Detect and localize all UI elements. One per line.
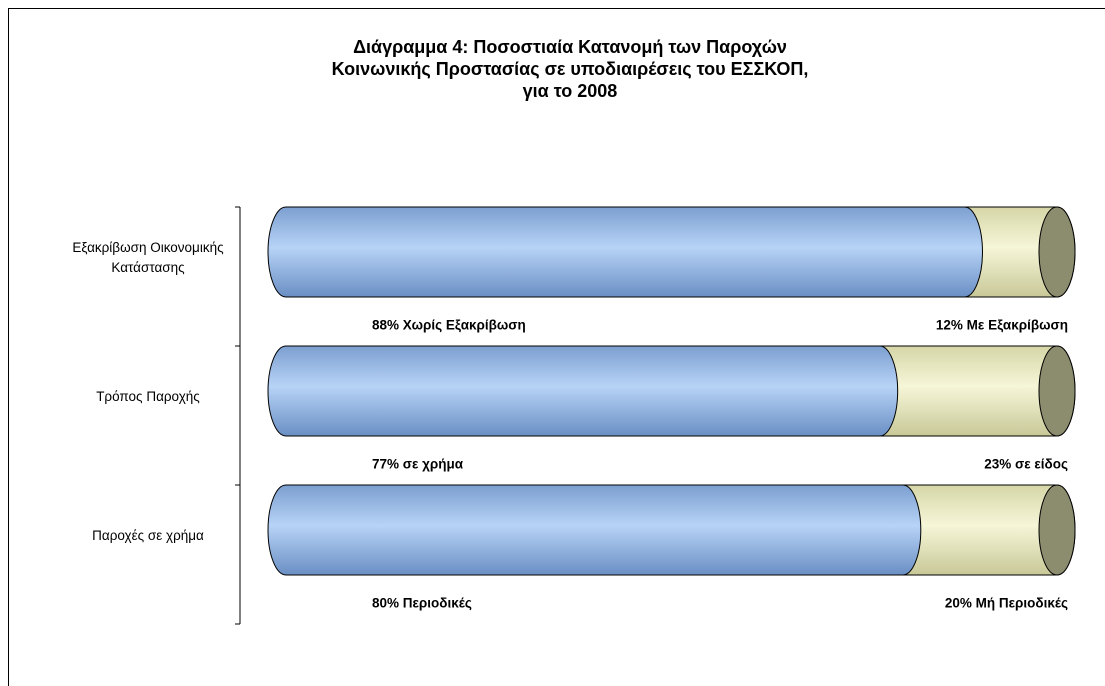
value-label: 77% σε χρήμα	[372, 457, 464, 472]
bar-segment	[267, 484, 922, 576]
value-label: 80% Περιοδικές	[372, 596, 472, 611]
category-label: Εξακρίβωση Οικονομικής Κατάστασης	[72, 240, 224, 275]
cylinder-end	[1038, 345, 1076, 437]
value-label: 23% σε είδος	[984, 457, 1068, 472]
bar-segment	[267, 206, 983, 298]
cylinder-end	[1038, 206, 1076, 298]
category-label: Τρόπος Παροχής	[96, 389, 200, 404]
chart-frame	[8, 8, 1105, 686]
cylinder-end	[1038, 484, 1076, 576]
value-label: 88% Χωρίς Εξακρίβωση	[372, 318, 526, 333]
value-label: 20% Μή Περιοδικές	[945, 596, 1068, 611]
value-label: 12% Με Εξακρίβωση	[936, 318, 1068, 333]
category-label: Παροχές σε χρήμα	[92, 528, 204, 543]
chart-title: Διάγραμμα 4: Ποσοστιαία Κατανομή των Παρ…	[331, 37, 809, 101]
bar-segment	[267, 345, 899, 437]
